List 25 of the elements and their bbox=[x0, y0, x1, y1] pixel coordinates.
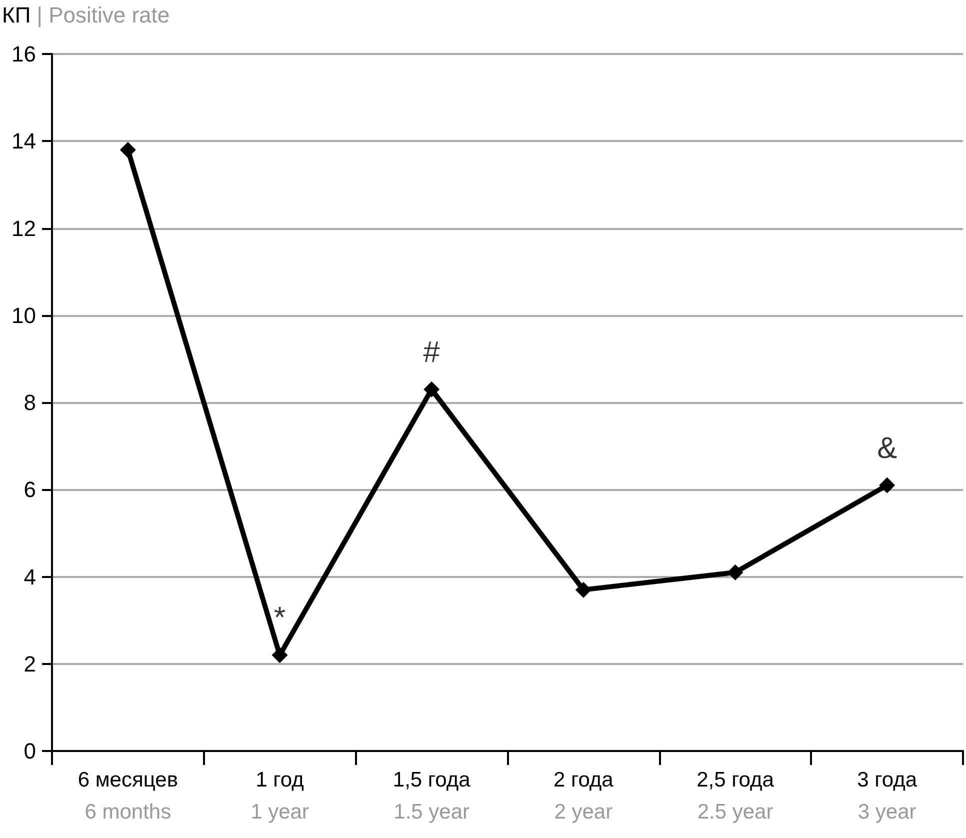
y-tick-label: 0 bbox=[24, 738, 36, 764]
x-tick-label: 1,5 года 1.5 year bbox=[392, 768, 471, 824]
y-tick-label: 4 bbox=[24, 564, 36, 590]
point bbox=[272, 647, 288, 664]
x-tick-label: 3 года 3 year bbox=[857, 768, 918, 824]
y-tick-label: 16 bbox=[12, 42, 36, 66]
y-tick-label: 12 bbox=[12, 216, 36, 241]
x-tick-label: 1 год 1 year bbox=[250, 768, 309, 824]
y-tick-label: 8 bbox=[24, 390, 36, 415]
point bbox=[575, 582, 592, 598]
annotation: # bbox=[423, 336, 440, 369]
x-tick-label: 6 месяцев 6 months bbox=[78, 768, 178, 824]
point bbox=[727, 564, 744, 580]
y-tick-label: 14 bbox=[12, 128, 36, 154]
annotation: & bbox=[877, 432, 898, 465]
annotation: * bbox=[274, 602, 286, 635]
x-tick-label: 2 года 2 year bbox=[553, 768, 614, 824]
y-axis-title: КП | Positive rate bbox=[2, 2, 170, 28]
point bbox=[879, 477, 896, 494]
x-tick-label: 2,5 года 2.5 year bbox=[696, 768, 774, 824]
point bbox=[120, 142, 136, 158]
y-tick-label: 10 bbox=[12, 302, 36, 328]
y-tick-label: 2 bbox=[24, 651, 36, 676]
y-tick-label: 6 bbox=[24, 477, 36, 502]
point bbox=[424, 381, 440, 398]
